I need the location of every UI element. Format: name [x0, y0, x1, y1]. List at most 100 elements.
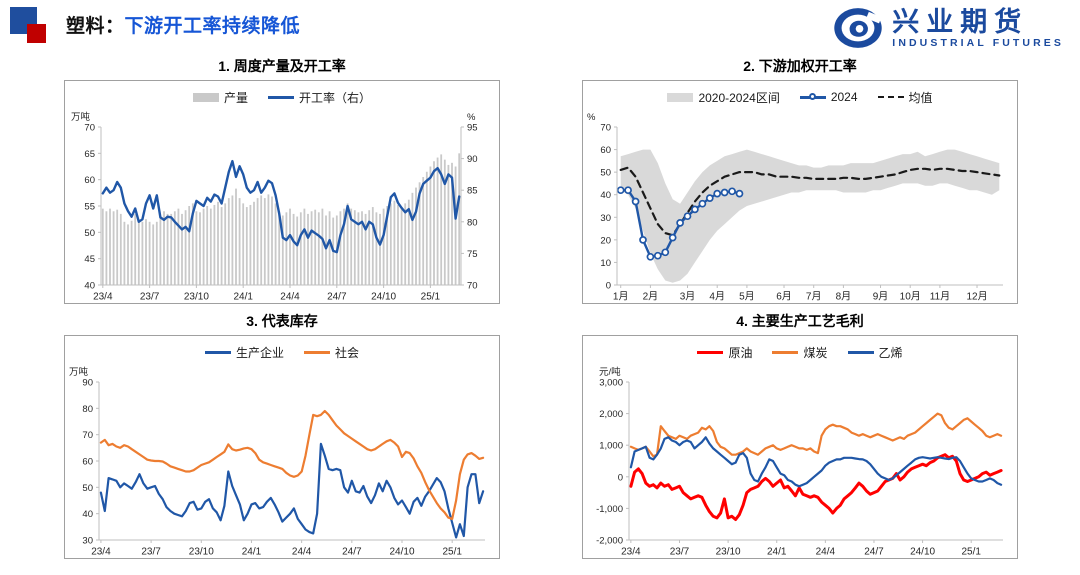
legend-item-均值: 均值 [877, 89, 933, 106]
chart-plot-weekly-production: 40 45 50 55 60 65 70 70 75 80 85 90 95 23/4 23/7 23/10 2… [65, 109, 499, 303]
svg-text:24/1: 24/1 [242, 547, 262, 558]
svg-text:24/4: 24/4 [292, 547, 312, 558]
svg-text:12月: 12月 [966, 291, 987, 303]
legend-item-原油: 原油 [697, 344, 752, 361]
legend-label: 均值 [908, 90, 933, 105]
chart-title-2: 2. 下游加权开工率 [743, 58, 857, 74]
chart-panel-1: 产量 开工率（右） 40 45 50 55 60 65 70 70 75 80 85 90 95 23/4 2… [64, 80, 500, 304]
svg-text:50: 50 [84, 228, 95, 239]
svg-text:24/4: 24/4 [280, 292, 300, 303]
svg-text:23/4: 23/4 [621, 547, 641, 558]
chart-section-margins: 4. 主要生产工艺毛利 原油 煤炭 乙烯 -2,000 -1,000 0 1,000 2,0… [582, 304, 1018, 559]
legend-item-开工率（右）: 开工率（右） [268, 89, 371, 106]
company-logo: 兴业期货 INDUSTRIAL FUTURES [832, 4, 1064, 52]
legend-label: 煤炭 [803, 345, 828, 360]
svg-text:23/10: 23/10 [184, 292, 209, 303]
svg-text:6月: 6月 [776, 291, 792, 303]
legend-label: 乙烯 [878, 345, 903, 360]
svg-text:55: 55 [84, 202, 95, 213]
svg-text:3月: 3月 [680, 291, 696, 303]
chart-panel-4: 原油 煤炭 乙烯 -2,000 -1,000 0 1,000 2,000 3,000 23/4 2… [582, 335, 1018, 559]
svg-text:万吨: 万吨 [69, 366, 89, 378]
chart-section-weekly-production: 1. 周度产量及开工率 产量 开工率（右） 40 45 50 55 60 65 70 70 75 8… [64, 54, 500, 304]
svg-text:23/10: 23/10 [716, 547, 741, 558]
svg-text:2月: 2月 [643, 291, 659, 303]
svg-text:45: 45 [84, 254, 95, 265]
legend-swatch [697, 350, 724, 354]
svg-text:1月: 1月 [613, 291, 629, 303]
svg-text:元/吨: 元/吨 [599, 366, 621, 378]
chart-legend-3: 生产企业 社会 [65, 336, 499, 364]
svg-text:30: 30 [82, 536, 93, 547]
legend-swatch [304, 350, 330, 354]
legend-item-乙烯: 乙烯 [847, 344, 903, 361]
svg-text:95: 95 [467, 123, 478, 134]
svg-text:万吨: 万吨 [71, 111, 91, 123]
svg-text:30: 30 [600, 213, 611, 224]
svg-text:25/1: 25/1 [421, 292, 441, 303]
chart-legend-4: 原油 煤炭 乙烯 [583, 336, 1017, 364]
logo-chinese-name: 兴业期货 [892, 6, 1029, 37]
legend-swatch [268, 95, 294, 99]
red-square-decoration [27, 24, 46, 43]
svg-text:2,000: 2,000 [599, 409, 623, 420]
legend-label: 生产企业 [235, 345, 284, 360]
svg-text:24/7: 24/7 [327, 292, 347, 303]
charts-grid: 1. 周度产量及开工率 产量 开工率（右） 40 45 50 55 60 65 70 70 75 8… [0, 54, 1080, 559]
legend-label: 产量 [223, 90, 248, 105]
svg-text:-1,000: -1,000 [596, 504, 623, 515]
legend-label: 社会 [335, 345, 360, 360]
svg-text:24/10: 24/10 [371, 292, 396, 303]
svg-text:25/1: 25/1 [961, 547, 981, 558]
downstream-weighted-rate-svg: 0 10 20 30 40 50 60 70 1月 2月 3月 4月 5月 6月 7月 8月 9月 10月 11月 1… [587, 112, 1003, 303]
legend-item-2020-2024区间: 2020-2024区间 [667, 89, 780, 106]
svg-text:70: 70 [82, 430, 93, 441]
svg-text:23/7: 23/7 [140, 292, 160, 303]
svg-text:23/10: 23/10 [189, 547, 214, 558]
legend-swatch [204, 350, 231, 354]
svg-text:65: 65 [84, 149, 95, 160]
page-title-highlight: 下游开工率持续降低 [124, 16, 301, 37]
chart-section-weighted-rate: 2. 下游加权开工率 2020-2024区间 2024 均值 0 10 20 30 40 50… [582, 54, 1018, 304]
legend-item-社会: 社会 [304, 344, 359, 361]
svg-text:0: 0 [618, 472, 623, 483]
legend-item-产量: 产量 [192, 89, 248, 106]
chart-panel-2: 2020-2024区间 2024 均值 0 10 20 30 40 50 60 70 1月 2月 3月 4… [582, 80, 1018, 304]
svg-text:3,000: 3,000 [599, 378, 623, 389]
svg-text:50: 50 [600, 168, 611, 179]
production-process-margins-svg: -2,000 -1,000 0 1,000 2,000 3,000 23/4 23/7 23/1… [596, 366, 1003, 558]
slide-header: 塑料：下游开工率持续降低 兴业期货 INDUSTRIAL FUTURES [0, 0, 1080, 54]
svg-text:24/10: 24/10 [389, 547, 414, 558]
svg-text:50: 50 [82, 483, 93, 494]
page-title-prefix: 塑料： [66, 16, 125, 37]
svg-text:24/7: 24/7 [864, 547, 884, 558]
chart-plot-margins: -2,000 -1,000 0 1,000 2,000 3,000 23/4 23/7 23/1… [583, 364, 1017, 558]
weekly-production-rate-svg: 40 45 50 55 60 65 70 70 75 80 85 90 95 23/4 23/7 23/10 2… [71, 111, 478, 303]
svg-text:40: 40 [84, 281, 95, 292]
chart-section-inventory: 3. 代表库存 生产企业 社会 30 40 50 60 70 80 90 23/4 23/7 23/… [64, 304, 500, 559]
legend-swatch [667, 92, 694, 102]
svg-text:20: 20 [600, 235, 611, 246]
logo-english-name: INDUSTRIAL FUTURES [892, 36, 1064, 49]
legend-label: 原油 [728, 345, 753, 360]
svg-text:23/4: 23/4 [91, 547, 111, 558]
svg-text:70: 70 [84, 123, 95, 134]
svg-text:24/1: 24/1 [233, 292, 253, 303]
legend-item-生产企业: 生产企业 [204, 344, 284, 361]
svg-text:60: 60 [82, 457, 93, 468]
chart-panel-3: 生产企业 社会 30 40 50 60 70 80 90 23/4 23/7 23/10 24/1 24… [64, 335, 500, 559]
svg-text:5月: 5月 [739, 291, 755, 303]
chart-legend-2: 2020-2024区间 2024 均值 [583, 81, 1017, 109]
page-title: 塑料：下游开工率持续降低 [66, 11, 300, 38]
svg-text:7月: 7月 [806, 291, 822, 303]
svg-text:24/10: 24/10 [910, 547, 935, 558]
svg-text:80: 80 [467, 217, 478, 228]
legend-label: 开工率（右） [299, 90, 372, 105]
svg-text:60: 60 [84, 175, 95, 186]
svg-text:23/4: 23/4 [93, 292, 113, 303]
svg-text:24/4: 24/4 [816, 547, 836, 558]
svg-text:-2,000: -2,000 [596, 536, 623, 547]
svg-text:25/1: 25/1 [442, 547, 462, 558]
svg-text:80: 80 [82, 404, 93, 415]
svg-text:11月: 11月 [930, 291, 950, 303]
